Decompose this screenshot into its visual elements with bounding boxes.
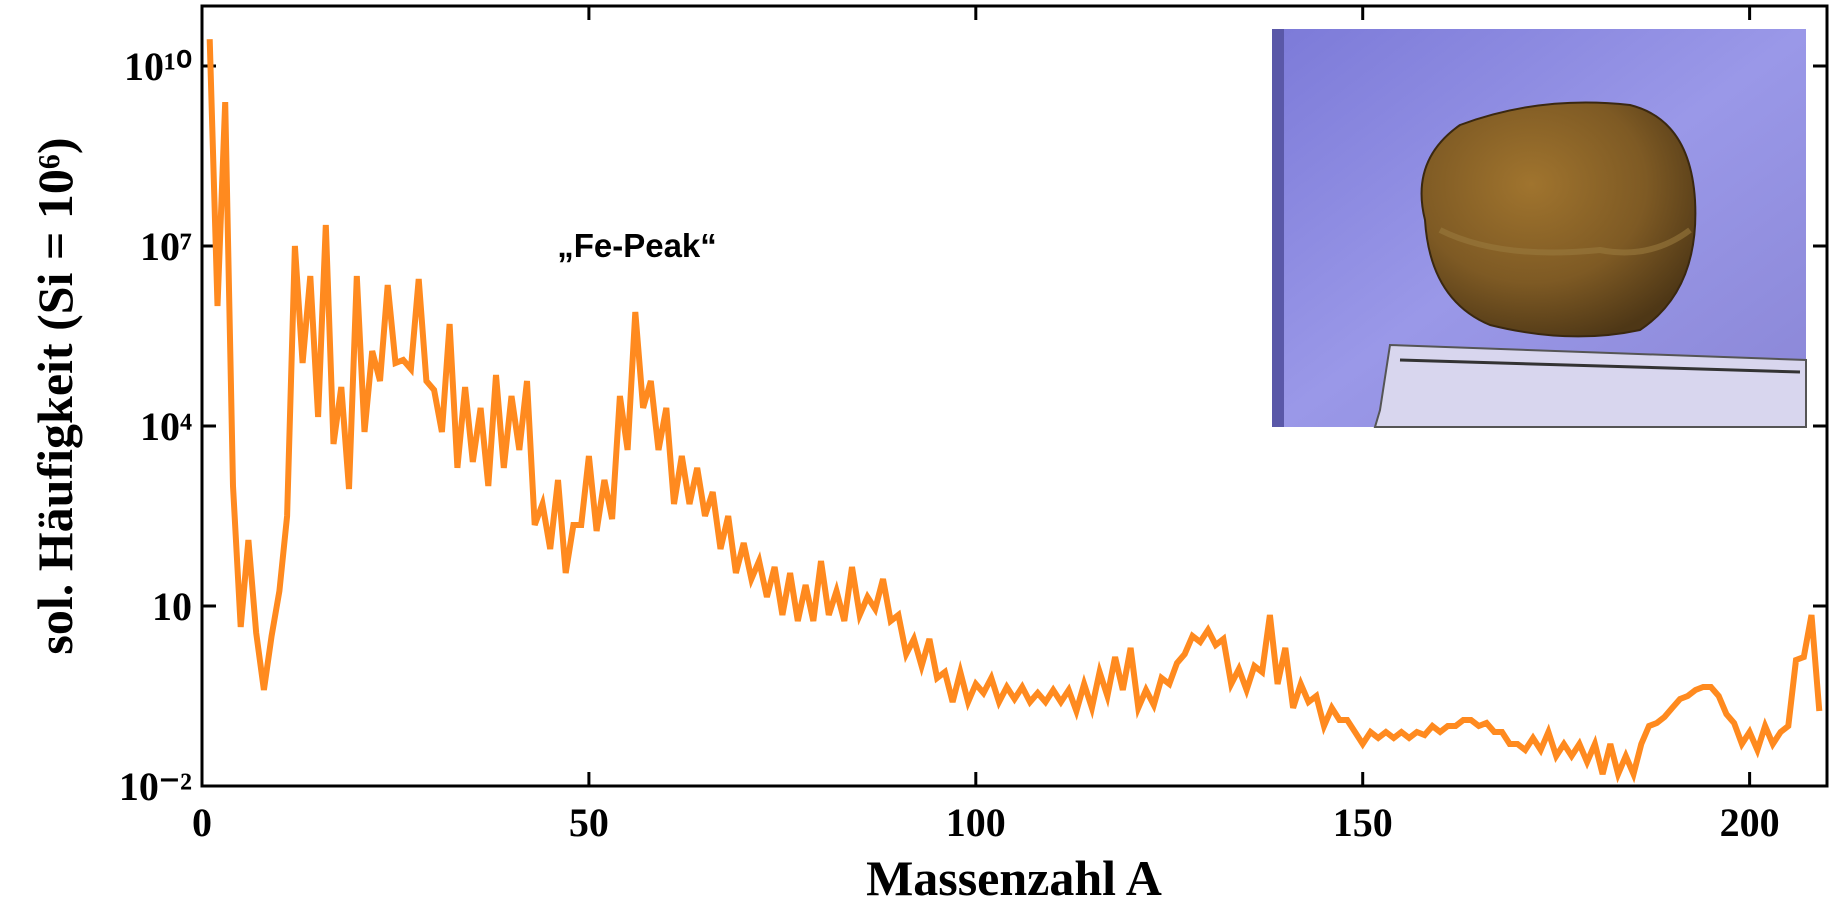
x-tick-label: 100 [946, 800, 1006, 845]
y-tick-label: 10 [152, 584, 192, 629]
y-tick-label: 10¹⁰ [124, 44, 192, 89]
annotation: „Fe-Peak“ [557, 227, 717, 264]
photo-inset [1272, 29, 1807, 428]
data-line [206, 39, 1823, 784]
plot-area: 0 50 100 150 200 10⁻² 10 10⁴ 10⁷ 10¹⁰ [119, 6, 1827, 845]
x-tick-label: 200 [1720, 800, 1780, 845]
y-tick-label: 10⁴ [140, 404, 192, 449]
y-tick-label: 10⁷ [140, 224, 192, 269]
x-axis-label: Massenzahl A [866, 850, 1162, 906]
y-tick-label: 10⁻² [119, 764, 192, 809]
x-tick-label: 0 [192, 800, 212, 845]
plot-frame [200, 4, 1829, 788]
x-tick-label: 150 [1333, 800, 1393, 845]
x-tick-label: 50 [569, 800, 609, 845]
y-axis-label: sol. Häufigkeit (Si = 10⁶) [27, 137, 83, 654]
